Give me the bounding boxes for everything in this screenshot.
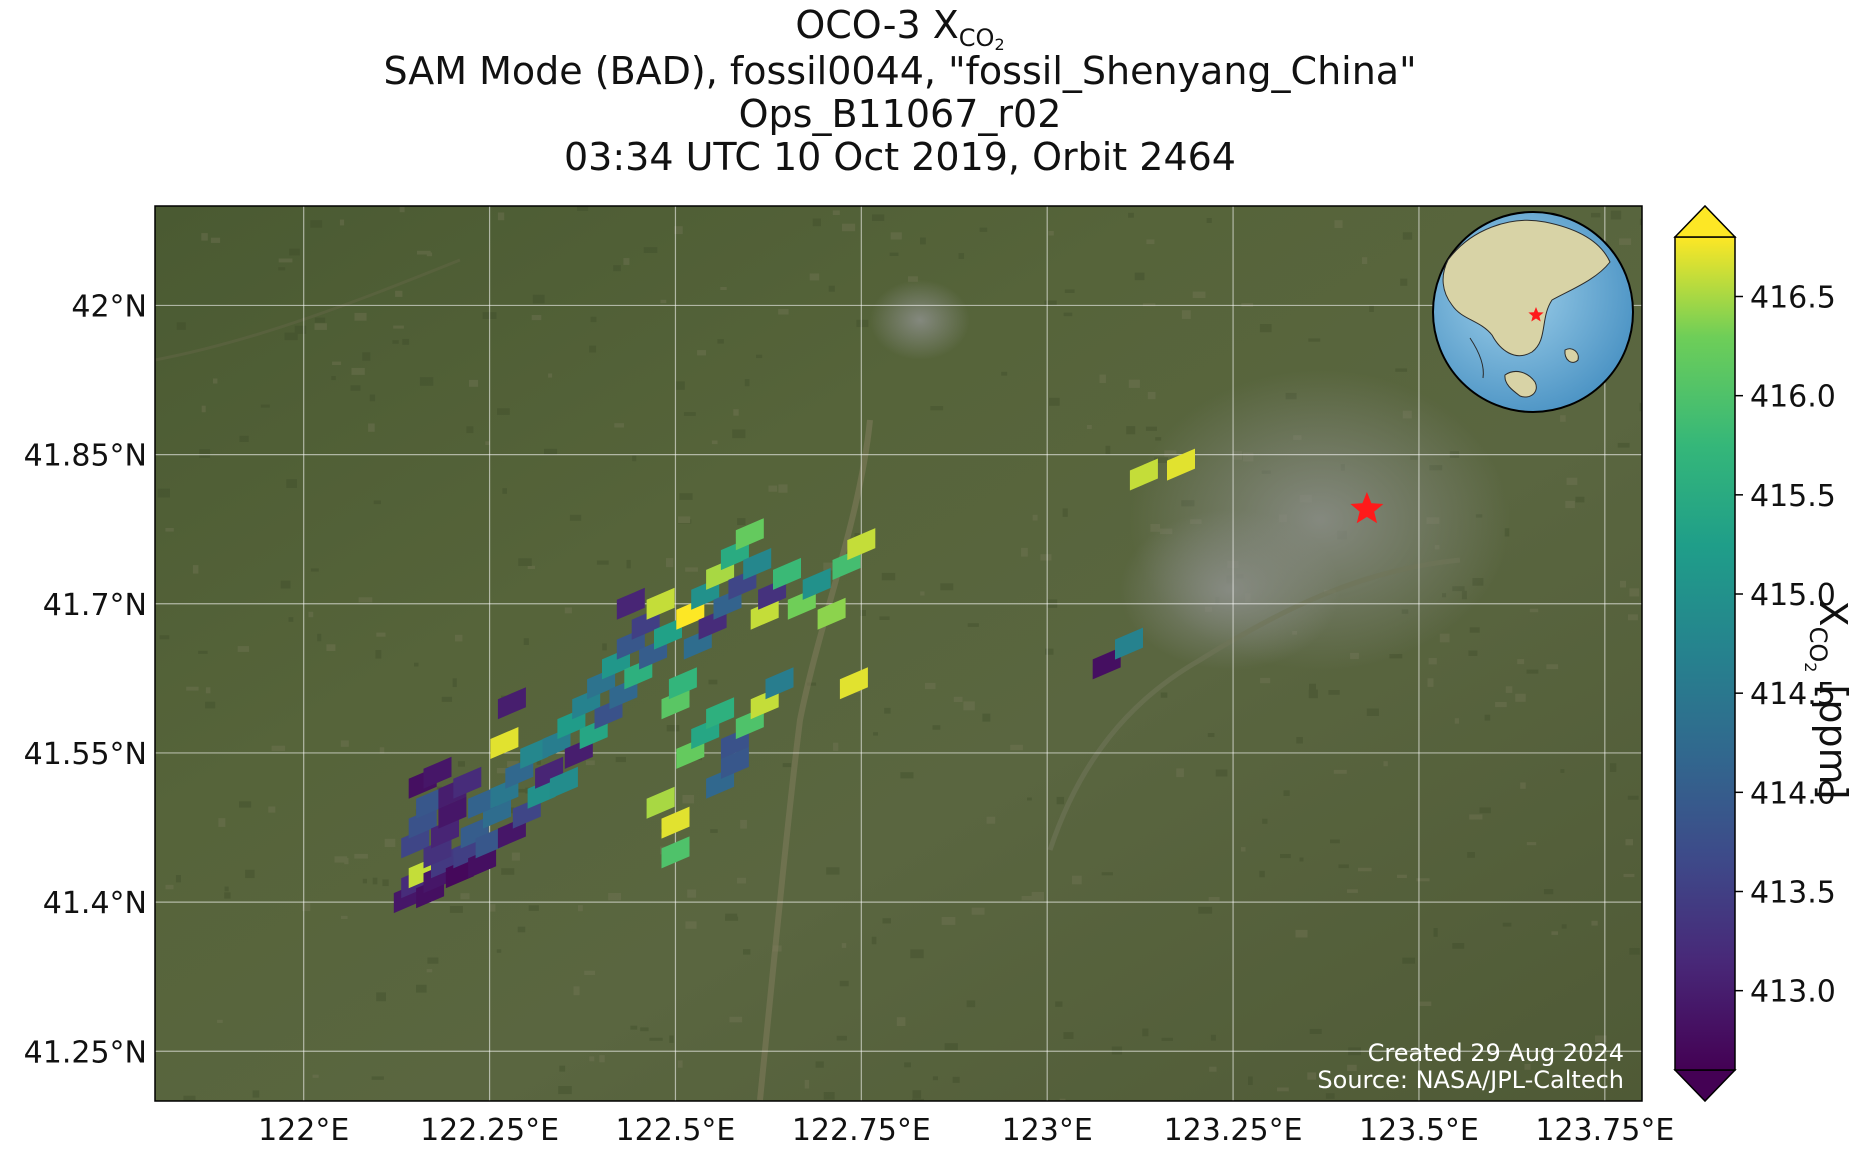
sounding-footprint	[1129, 458, 1158, 491]
sounding-footprint	[847, 528, 876, 561]
sounding-footprint	[817, 597, 846, 630]
sounding-footprint	[453, 836, 482, 869]
sounding-footprint	[765, 667, 794, 700]
title-line-1: OCO-3 XCO2	[795, 3, 1005, 54]
xco2-soundings	[393, 448, 1195, 914]
sounding-footprint	[438, 796, 467, 829]
sounding-footprint	[453, 766, 482, 799]
colorbar-tick-label: 415.0	[1750, 578, 1836, 613]
sounding-footprint	[535, 756, 564, 789]
sounding-footprint	[743, 548, 772, 580]
sounding-footprint	[445, 856, 474, 889]
lat-tick-label: 41.7°N	[43, 588, 147, 623]
colorbar-tick-label: 416.0	[1750, 380, 1836, 415]
sounding-footprint	[646, 587, 675, 620]
sounding-footprint	[646, 786, 675, 819]
sounding-footprint	[735, 518, 764, 551]
sounding-footprint	[750, 597, 779, 630]
lat-tick-label: 41.4°N	[43, 886, 147, 921]
credit-created: Created 29 Aug 2024	[1368, 1039, 1624, 1067]
colorbar-tick-label: 413.5	[1750, 876, 1836, 911]
latitude-tick-labels: 42°N 41.85°N 41.7°N 41.55°N 41.4°N 41.25°N	[24, 289, 147, 1070]
sounding-footprint	[839, 667, 868, 700]
colorbar-tick-label: 414.5	[1750, 677, 1836, 712]
sounding-footprint	[490, 727, 519, 759]
lon-tick-label: 122.5°E	[616, 1113, 736, 1148]
sounding-footprint	[468, 846, 497, 879]
title-line-2: SAM Mode (BAD), fossil0044, "fossil_Shen…	[383, 49, 1417, 93]
colorbar-tick-label: 413.0	[1750, 975, 1836, 1010]
sounding-footprint	[520, 736, 549, 769]
sounding-footprint	[416, 786, 445, 819]
sounding-footprint	[431, 846, 459, 879]
colorbar-title: XCO2 [ppm]	[1801, 601, 1855, 800]
credit-source: Source: NASA/JPL-Caltech	[1317, 1066, 1624, 1094]
sounding-footprint	[1092, 647, 1121, 680]
sounding-footprint	[431, 816, 459, 849]
lon-tick-label: 122°E	[258, 1113, 349, 1148]
colorbar: 413.0 413.5 414.0 414.5 415.0 415.5 416.0 416.5…	[1673, 204, 1855, 1103]
sounding-footprint	[773, 557, 801, 590]
sounding-footprint	[1115, 627, 1143, 660]
sounding-footprint	[654, 617, 682, 650]
colorbar-tick-label: 414.0	[1750, 776, 1836, 811]
sounding-footprint	[423, 756, 452, 789]
lon-tick-label: 122.25°E	[420, 1113, 559, 1148]
lon-tick-label: 122.75°E	[792, 1113, 931, 1148]
graticule	[155, 206, 1642, 1101]
sounding-footprint	[661, 836, 690, 869]
longitude-tick-labels: 122°E 122.25°E 122.5°E 122.75°E 123°E 123.25°…	[258, 1113, 1674, 1148]
sounding-footprint	[661, 687, 690, 720]
lon-tick-label: 123.25°E	[1164, 1113, 1303, 1148]
lon-tick-label: 123.75°E	[1535, 1113, 1674, 1148]
sounding-footprint	[408, 806, 437, 839]
lat-tick-label: 41.55°N	[24, 737, 147, 772]
sounding-footprint	[802, 567, 831, 600]
colorbar-tick-label: 415.5	[1750, 479, 1836, 514]
colorbar-tick-label: 416.5	[1750, 281, 1836, 316]
sounding-footprint	[468, 786, 497, 819]
title-line-3: Ops_B11067_r02	[738, 92, 1062, 136]
lat-tick-label: 42°N	[71, 289, 147, 324]
sounding-footprint	[497, 687, 526, 720]
sounding-footprint	[668, 667, 697, 700]
sounding-footprint	[549, 766, 578, 799]
sounding-footprint	[483, 796, 511, 829]
lon-tick-label: 123.5°E	[1359, 1113, 1479, 1148]
colorbar-extend-low	[1673, 1069, 1737, 1103]
sounding-footprint	[460, 816, 489, 849]
lat-tick-label: 41.25°N	[24, 1035, 147, 1070]
sounding-footprint	[720, 746, 749, 779]
lon-tick-label: 123°E	[1002, 1113, 1093, 1148]
sounding-footprint	[661, 806, 690, 839]
map-frame	[154, 205, 1643, 1102]
lat-tick-label: 41.85°N	[24, 439, 147, 474]
sounding-footprint	[401, 826, 430, 859]
sounding-footprint	[423, 836, 452, 869]
target-star-icon	[1350, 491, 1384, 524]
colorbar-extend-high	[1673, 204, 1737, 238]
sounding-footprint	[1167, 448, 1195, 481]
sounding-footprint	[527, 776, 556, 809]
satellite-basemap	[155, 206, 1642, 1101]
sounding-footprint	[616, 587, 645, 620]
sounding-footprint	[706, 697, 735, 730]
sounding-footprint	[475, 826, 504, 859]
title-line-4: 03:34 UTC 10 Oct 2019, Orbit 2464	[564, 135, 1236, 179]
globe-icon	[1432, 211, 1634, 413]
